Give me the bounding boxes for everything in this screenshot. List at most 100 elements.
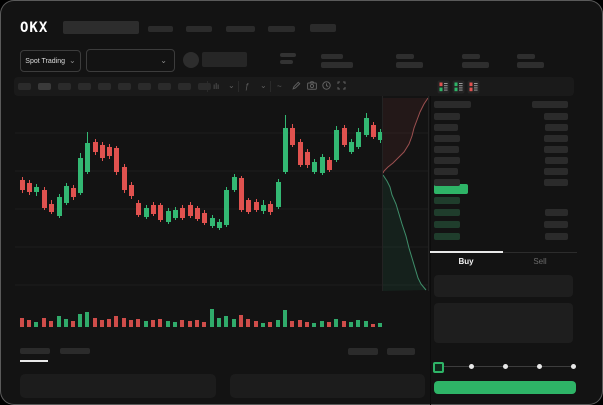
draw-icon[interactable] xyxy=(292,81,301,90)
interval-picker-icon[interactable]: ılı xyxy=(213,82,220,91)
slider-stop-dot[interactable] xyxy=(571,364,576,369)
orderbook-bid-row-amount[interactable] xyxy=(544,221,568,228)
volume-bar xyxy=(268,322,272,327)
timeframe-button[interactable] xyxy=(178,83,191,90)
orderbook-ask-row-price[interactable] xyxy=(434,168,458,175)
orderbook-ask-row-amount[interactable] xyxy=(544,135,568,142)
candle-body xyxy=(166,211,171,222)
orderbook-ask-row-amount[interactable] xyxy=(544,146,568,153)
chevron-down-icon[interactable]: ⌄ xyxy=(260,81,267,90)
candle-body xyxy=(312,162,317,172)
orderbook-bid-row-price[interactable] xyxy=(434,233,460,240)
coin-avatar xyxy=(183,52,199,68)
indicator-icon[interactable]: ƒ xyxy=(245,82,250,91)
bottom-tab-history[interactable] xyxy=(60,348,90,354)
timeframe-button[interactable] xyxy=(38,83,51,90)
orderbook-ask-row-amount[interactable] xyxy=(544,179,568,186)
timeframe-button[interactable] xyxy=(138,83,151,90)
timeframe-button[interactable] xyxy=(118,83,131,90)
nav-item-nav-3[interactable] xyxy=(226,26,255,32)
amount-input[interactable] xyxy=(434,303,573,343)
orderbook-bid-row-price[interactable] xyxy=(434,221,460,228)
buy-submit-button[interactable] xyxy=(434,381,576,394)
line-style-icon[interactable]: ~ xyxy=(277,82,282,91)
volume-bar xyxy=(217,318,221,327)
price-subline-placeholder xyxy=(280,60,293,64)
price-input[interactable] xyxy=(434,275,573,297)
orderbook-ask-row-amount[interactable] xyxy=(545,157,568,164)
candle-body xyxy=(305,152,310,165)
search-input[interactable] xyxy=(63,21,139,34)
orderbook-ask-row-amount[interactable] xyxy=(544,113,568,120)
toolbar-divider xyxy=(270,81,271,92)
candle-body xyxy=(283,128,288,172)
timeframe-button[interactable] xyxy=(78,83,91,90)
orderbook-ask-row-amount[interactable] xyxy=(545,124,568,131)
orderbook-bid-row-amount[interactable] xyxy=(545,233,568,240)
book-bids-icon[interactable] xyxy=(452,80,465,94)
candle-body xyxy=(290,128,295,145)
nav-item-nav-2[interactable] xyxy=(186,26,212,32)
volume-bar xyxy=(276,320,280,327)
candle-body xyxy=(42,190,47,208)
volume-bar xyxy=(78,314,82,327)
orderbook-ask-row-price[interactable] xyxy=(434,146,459,153)
orderbook-bid-row-amount[interactable] xyxy=(545,209,568,216)
volume-bar xyxy=(122,318,126,327)
candle-body xyxy=(224,190,229,225)
orderbook-bid-row-price[interactable] xyxy=(434,209,460,216)
candle-body xyxy=(20,180,25,190)
volume-bar xyxy=(312,323,316,327)
bottom-tab-orders[interactable] xyxy=(20,348,50,354)
camera-icon[interactable] xyxy=(307,81,317,90)
bottom-right-item-1[interactable] xyxy=(348,348,378,355)
volume-bar xyxy=(27,320,31,327)
stat-label-24h-low xyxy=(517,54,535,59)
orderbook-ask-row-price[interactable] xyxy=(434,157,460,164)
clock-icon[interactable] xyxy=(322,81,331,90)
volume-bar xyxy=(290,321,294,327)
book-asks-icon[interactable] xyxy=(467,80,480,94)
price-line-placeholder xyxy=(280,53,296,57)
orderbook-ask-row-price[interactable] xyxy=(434,179,460,186)
candle-body xyxy=(158,205,163,220)
timeframe-button[interactable] xyxy=(58,83,71,90)
okx-logo[interactable]: OKX xyxy=(20,20,49,36)
volume-bar xyxy=(85,312,89,327)
nav-item-nav-4[interactable] xyxy=(268,26,295,32)
toolbar-divider xyxy=(238,81,239,92)
nav-item-nav-1[interactable] xyxy=(148,26,173,32)
volume-bar xyxy=(224,316,228,327)
timeframe-button[interactable] xyxy=(198,83,211,90)
timeframe-button[interactable] xyxy=(158,83,171,90)
slider-stop-dot[interactable] xyxy=(537,364,542,369)
orderbook-bid-row-price[interactable] xyxy=(434,197,460,204)
depth-bids-area xyxy=(382,175,426,291)
chevron-down-icon[interactable]: ⌄ xyxy=(228,81,235,90)
market-type-selector[interactable]: Spot Trading ⌄ xyxy=(20,50,81,72)
volume-bar xyxy=(239,315,243,327)
stat-value-24h-high xyxy=(462,62,489,68)
nav-item-nav-5[interactable] xyxy=(310,24,336,32)
bottom-right-item-2[interactable] xyxy=(387,348,415,355)
candle-body xyxy=(371,125,376,137)
slider-handle[interactable] xyxy=(433,362,444,373)
candle-body xyxy=(232,177,237,190)
book-both-icon[interactable] xyxy=(437,80,450,94)
slider-stop-dot[interactable] xyxy=(469,364,474,369)
orderbook-ask-row-price[interactable] xyxy=(434,113,460,120)
orderbook-ask-row-price[interactable] xyxy=(434,135,460,142)
timeframe-button[interactable] xyxy=(98,83,111,90)
volume-bar xyxy=(232,319,236,327)
tab-sell[interactable]: Sell xyxy=(533,257,547,266)
orderbook-ask-row-amount[interactable] xyxy=(544,168,568,175)
slider-stop-dot[interactable] xyxy=(503,364,508,369)
tab-buy[interactable]: Buy xyxy=(458,257,474,266)
candle-body xyxy=(129,185,134,196)
fullscreen-icon[interactable] xyxy=(337,81,346,90)
orderbook-ask-row-price[interactable] xyxy=(434,124,458,131)
timeframe-button[interactable] xyxy=(18,83,31,90)
pair-selector-dropdown[interactable]: ⌄ xyxy=(86,49,175,72)
orderbook-header-price xyxy=(434,101,471,108)
